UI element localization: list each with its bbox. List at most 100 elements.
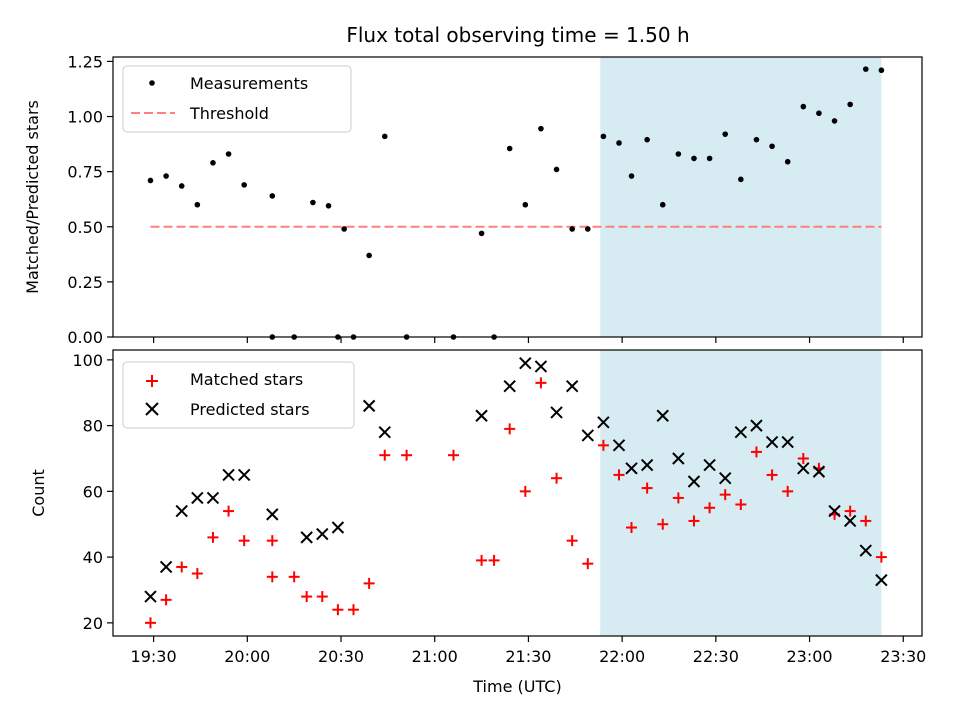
ratio-x-ticks xyxy=(153,337,904,343)
predicted-star-point xyxy=(550,406,563,419)
ratio-axes-frame xyxy=(112,56,923,338)
legend-matched-marker xyxy=(146,375,158,387)
predicted-star-point xyxy=(597,416,610,429)
x-tick-label: 20:00 xyxy=(224,647,270,666)
measurement-point xyxy=(800,103,807,110)
matched-star-point xyxy=(535,377,547,389)
predicted-star-point xyxy=(222,468,235,482)
matched-star-point xyxy=(704,502,716,514)
measurement-point xyxy=(628,173,635,179)
matched-star-point xyxy=(223,505,235,517)
ratio-y-tick-label: 0.75 xyxy=(67,163,103,182)
measurement-point xyxy=(722,131,729,137)
predicted-star-point xyxy=(672,452,685,465)
predicted-star-point xyxy=(191,491,204,505)
legend-measurements-label: Measurements xyxy=(190,74,308,93)
measurement-point xyxy=(784,158,791,165)
measurement-point xyxy=(178,183,185,189)
ratio-legend-box xyxy=(122,65,352,133)
legend-matched-label: Matched stars xyxy=(190,370,303,389)
matched-star-point xyxy=(566,535,578,547)
matched-star-point xyxy=(266,535,278,547)
predicted-star-point xyxy=(534,360,548,373)
matched-star-point xyxy=(613,469,625,481)
predicted-star-point xyxy=(581,429,594,442)
count-panel: 20 40 60 80 100 19:30 20:00 20:30 21:00 21:30 22:… xyxy=(29,349,926,696)
matched-star-point xyxy=(266,571,278,583)
matched-star-point xyxy=(144,617,156,629)
measurement-point xyxy=(847,101,853,108)
matched-star-point xyxy=(582,558,594,570)
ratio-y-tick-label: 1.00 xyxy=(67,108,103,127)
matched-star-point xyxy=(401,449,413,461)
count-x-ticks: 19:30 20:00 20:30 21:00 21:30 22:00 22:30 23:00… xyxy=(131,636,926,666)
measurement-point xyxy=(738,176,744,183)
predicted-star-point xyxy=(300,531,313,544)
predicted-star-point xyxy=(159,560,173,574)
matched-star-point xyxy=(860,515,872,527)
matched-star-point xyxy=(551,472,563,484)
count-y-tick-label: 20 xyxy=(83,614,103,633)
measurement-point xyxy=(341,226,347,232)
matched-star-point xyxy=(504,423,516,435)
predicted-star-point xyxy=(687,475,701,488)
count-y-tick-label: 60 xyxy=(83,482,103,501)
predicted-star-point xyxy=(612,439,626,452)
ratio-y-tick-label: 0.50 xyxy=(67,218,103,237)
predicted-star-point xyxy=(475,409,488,422)
count-legend: Matched stars Predicted stars xyxy=(122,361,355,429)
x-tick-label: 21:00 xyxy=(412,647,458,666)
predicted-star-point xyxy=(734,425,748,439)
ratio-y-tick-label: 1.25 xyxy=(67,52,103,71)
measurement-point xyxy=(769,143,775,150)
measurement-point xyxy=(816,110,822,117)
matched-star-point xyxy=(519,485,531,497)
measurement-point xyxy=(381,133,388,140)
ratio-y-ticks: 0.00 0.25 0.50 0.75 1.00 1.25 xyxy=(67,52,113,347)
count-y-ticks: 20 40 60 80 100 xyxy=(72,351,113,633)
x-axis-label: Time (UTC) xyxy=(472,677,561,696)
predicted-star-point xyxy=(331,521,345,534)
measurement-point xyxy=(569,226,575,232)
predicted-stars-points xyxy=(144,356,888,603)
measurement-point xyxy=(600,133,607,140)
matched-star-point xyxy=(379,449,391,461)
predicted-star-point xyxy=(378,425,391,439)
legend-predicted-label: Predicted stars xyxy=(190,400,310,419)
predicted-star-point xyxy=(797,462,810,475)
matched-star-point xyxy=(488,554,500,566)
matched-star-point xyxy=(301,591,313,603)
matched-stars-points xyxy=(144,377,887,629)
predicted-star-point xyxy=(656,409,669,422)
legend-predicted-marker xyxy=(145,402,159,416)
matched-star-point xyxy=(750,446,762,458)
matched-star-point xyxy=(875,551,887,563)
predicted-star-point xyxy=(812,465,826,478)
matched-star-point xyxy=(332,604,344,616)
count-y-axis-label: Count xyxy=(29,469,48,517)
x-tick-label: 23:30 xyxy=(880,647,926,666)
measurement-point xyxy=(147,177,154,184)
measurement-point xyxy=(522,201,529,208)
matched-star-point xyxy=(672,492,684,504)
predicted-star-point xyxy=(719,471,732,485)
x-tick-label: 22:00 xyxy=(599,647,645,666)
predicted-star-point xyxy=(316,527,329,541)
predicted-star-point xyxy=(144,590,157,603)
matched-star-point xyxy=(476,554,488,566)
predicted-star-point xyxy=(237,468,251,482)
matched-star-point xyxy=(176,561,188,573)
predicted-star-point xyxy=(519,356,532,370)
measurement-point xyxy=(753,136,760,143)
matched-star-point xyxy=(207,531,219,543)
predicted-star-point xyxy=(625,462,638,475)
predicted-star-point xyxy=(565,379,579,393)
measurement-point xyxy=(269,193,276,199)
measurement-point xyxy=(675,151,682,157)
x-tick-label: 20:30 xyxy=(318,647,364,666)
predicted-star-point xyxy=(703,458,716,472)
measurement-point xyxy=(241,182,247,188)
x-tick-label: 23:00 xyxy=(786,647,832,666)
ratio-legend: Measurements Threshold xyxy=(122,65,352,133)
predicted-star-point xyxy=(875,573,888,587)
